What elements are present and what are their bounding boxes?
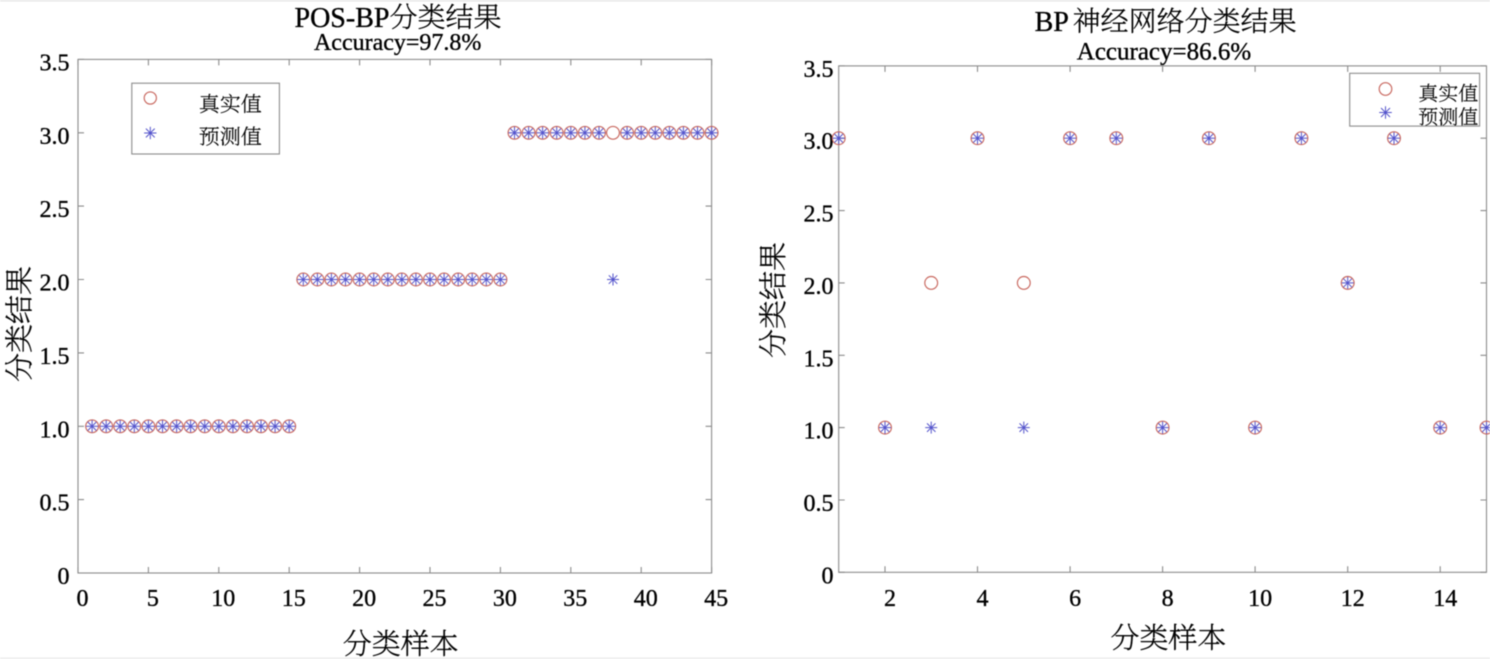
- svg-text:2: 2: [884, 586, 896, 612]
- svg-text:BP: BP: [1035, 7, 1069, 38]
- svg-text:Accuracy=86.6%: Accuracy=86.6%: [1077, 39, 1251, 66]
- svg-text:8: 8: [1162, 586, 1174, 612]
- svg-text:6: 6: [1069, 586, 1081, 612]
- svg-text:0.5: 0.5: [804, 491, 834, 517]
- svg-text:2.0: 2.0: [804, 274, 834, 300]
- svg-text:3.0: 3.0: [804, 129, 834, 155]
- svg-text:3.5: 3.5: [40, 50, 70, 76]
- svg-text:4: 4: [977, 586, 989, 612]
- svg-text:45: 45: [704, 586, 728, 612]
- svg-text:POS-BP: POS-BP: [295, 3, 390, 34]
- svg-text:0.5: 0.5: [40, 491, 70, 517]
- svg-text:10: 10: [211, 586, 235, 612]
- svg-text:5: 5: [147, 586, 159, 612]
- svg-text:1.0: 1.0: [804, 419, 834, 445]
- svg-text:1.5: 1.5: [40, 344, 70, 370]
- svg-text:40: 40: [634, 586, 658, 612]
- svg-text:2.5: 2.5: [804, 202, 834, 228]
- svg-text:1.5: 1.5: [804, 346, 834, 372]
- svg-text:2.5: 2.5: [40, 197, 70, 223]
- svg-text:15: 15: [282, 586, 306, 612]
- svg-text:3.5: 3.5: [804, 57, 834, 83]
- svg-text:0: 0: [58, 564, 70, 590]
- svg-text:35: 35: [563, 586, 587, 612]
- svg-text:2.0: 2.0: [40, 271, 70, 297]
- svg-text:20: 20: [352, 586, 376, 612]
- svg-text:Accuracy=97.8%: Accuracy=97.8%: [314, 30, 481, 56]
- svg-text:14: 14: [1433, 586, 1457, 612]
- svg-text:1.0: 1.0: [40, 417, 70, 443]
- svg-text:30: 30: [493, 586, 517, 612]
- svg-text:0: 0: [77, 586, 89, 612]
- svg-text:0: 0: [822, 563, 834, 589]
- svg-text:12: 12: [1341, 586, 1365, 612]
- svg-text:25: 25: [423, 586, 447, 612]
- svg-text:3.0: 3.0: [40, 124, 70, 150]
- svg-text:10: 10: [1248, 586, 1272, 612]
